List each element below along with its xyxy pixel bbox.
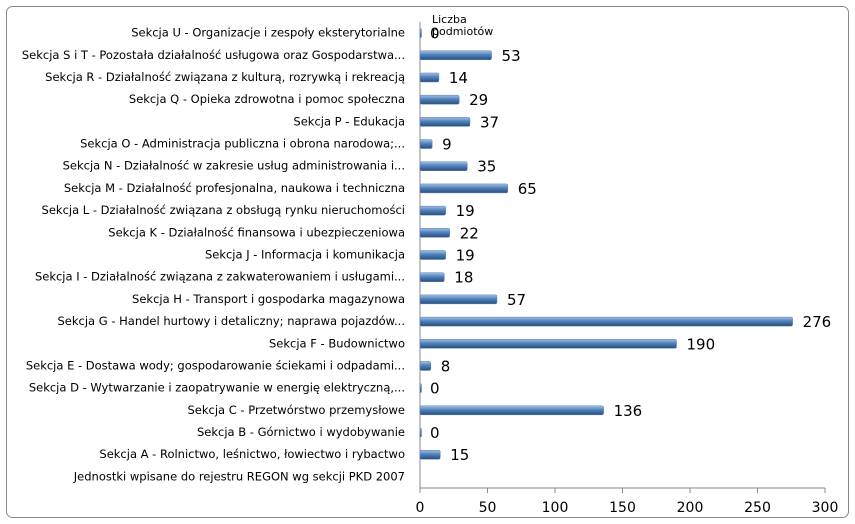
- value-label: 15: [450, 446, 469, 464]
- y-tick-label: Sekcja Q - Opieka zdrowotna i pomoc społ…: [129, 92, 405, 106]
- value-label: 19: [456, 247, 475, 265]
- value-label: 190: [687, 335, 716, 353]
- bar: [419, 50, 492, 61]
- y-tick-label: Sekcja F - Budownictwo: [269, 336, 405, 350]
- bar: [419, 228, 450, 238]
- value-label: 18: [454, 269, 473, 287]
- bar: [419, 272, 445, 282]
- value-label: 37: [480, 113, 499, 131]
- y-tick-label: Jednostki wpisane do rejestru REGON wg s…: [73, 469, 405, 483]
- y-tick-label: Sekcja A - Rolnictwo, leśnictwo, łowiect…: [99, 447, 405, 461]
- value-label: 0: [430, 424, 440, 442]
- value-label: 9: [442, 136, 452, 154]
- value-label: 53: [502, 47, 521, 65]
- bar: [419, 339, 677, 349]
- bar: [419, 94, 460, 105]
- bar: [419, 361, 432, 371]
- bar: [419, 28, 422, 38]
- bar: [419, 161, 468, 171]
- bar: [419, 449, 441, 460]
- y-tick-label: Sekcja D - Wytwarzanie i zaopatrywanie w…: [29, 381, 405, 395]
- x-tick-label: 300: [812, 500, 839, 516]
- value-label: 14: [449, 69, 468, 87]
- value-label: 22: [460, 224, 479, 242]
- bar: [419, 250, 446, 260]
- y-tick-label: Sekcja J - Informacja i komunikacja: [205, 248, 405, 262]
- bar: [419, 72, 440, 83]
- y-tick-label: Sekcja O - Administracja publiczna i obr…: [80, 137, 405, 151]
- legend-label: Liczba podmiotów: [432, 13, 494, 38]
- x-tick-label: 200: [677, 500, 704, 516]
- x-tick-label: 0: [416, 500, 425, 516]
- y-tick-label: Sekcja S i T - Pozostała działalność usł…: [22, 48, 405, 62]
- y-tick-label: Sekcja R - Działalność związana z kultur…: [45, 70, 405, 84]
- x-tick-label: 100: [542, 500, 569, 516]
- bar: [419, 383, 422, 393]
- bar: [419, 294, 498, 305]
- y-tick-label: Sekcja P - Edukacja: [293, 114, 405, 128]
- y-tick-label: Sekcja G - Handel hurtowy i detaliczny; …: [58, 314, 406, 328]
- value-label: 19: [456, 202, 475, 220]
- y-tick-label: Sekcja N - Działalność w zakresie usług …: [63, 159, 405, 173]
- value-label: 65: [518, 180, 537, 198]
- y-tick-label: Sekcja U - Organizacje i zespoły ekstery…: [131, 26, 405, 40]
- value-label: 276: [803, 313, 832, 331]
- value-label: 8: [441, 357, 451, 375]
- y-tick-label: Sekcja I - Działalność związana z zakwat…: [35, 270, 405, 284]
- value-label: 35: [477, 158, 496, 176]
- x-tick-label: 150: [609, 500, 636, 516]
- bar: [419, 205, 446, 216]
- y-tick-label: Sekcja B - Górnictwo i wydobywanie: [197, 425, 405, 439]
- y-tick-label: Sekcja M - Działalność profesjonalna, na…: [64, 181, 405, 195]
- value-label: 0: [430, 25, 440, 43]
- x-tick-label: 250: [744, 500, 771, 516]
- bar: [419, 427, 422, 438]
- bar: [419, 405, 604, 416]
- chart-border: [6, 6, 849, 518]
- x-tick-label: 50: [479, 500, 497, 516]
- value-label: 136: [614, 402, 643, 420]
- bar: [419, 316, 793, 327]
- value-label: 57: [507, 291, 526, 309]
- value-label: 29: [469, 91, 488, 109]
- bar: [419, 183, 508, 194]
- value-label: 0: [430, 380, 440, 398]
- bar: [419, 117, 471, 127]
- y-tick-label: Sekcja H - Transport i gospodarka magazy…: [132, 292, 405, 306]
- bar: [419, 139, 433, 149]
- y-tick-label: Sekcja K - Działalność finansowa i ubezp…: [108, 225, 405, 239]
- y-tick-label: Sekcja L - Działalność związana z obsług…: [42, 203, 405, 217]
- y-tick-label: Sekcja C - Przetwórstwo przemysłowe: [187, 403, 405, 417]
- y-tick-label: Sekcja E - Dostawa wody; gospodarowanie …: [26, 358, 405, 372]
